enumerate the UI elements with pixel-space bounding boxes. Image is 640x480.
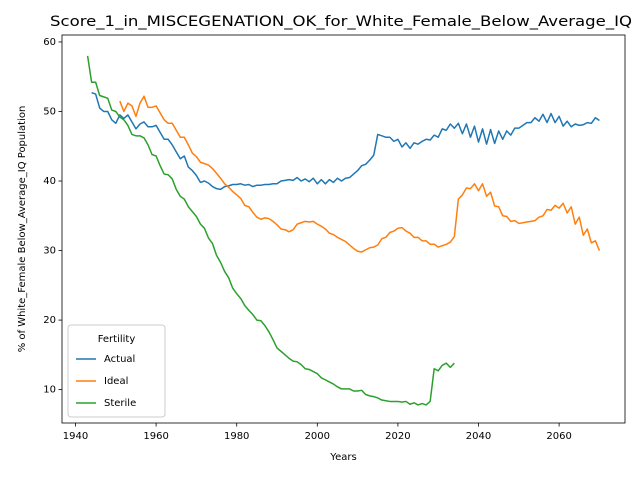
x-axis-label: Years xyxy=(329,452,356,463)
legend-label: Sterile xyxy=(104,398,136,409)
y-tick-label: 10 xyxy=(43,385,56,396)
x-tick-label: 1960 xyxy=(143,431,168,442)
y-axis-label: % of White_Female Below_Average_IQ Popul… xyxy=(17,106,28,353)
data-line xyxy=(91,92,600,191)
x-tick-label: 2000 xyxy=(305,431,330,442)
x-tick-label: 1980 xyxy=(224,431,249,442)
x-tick-label: 2040 xyxy=(466,431,491,442)
x-tick-label: 2060 xyxy=(546,431,571,442)
legend-box xyxy=(67,324,166,418)
x-tick-label: 1940 xyxy=(63,431,88,442)
y-tick-label: 30 xyxy=(43,246,56,257)
legend-label: Actual xyxy=(104,354,135,365)
chart-title: Score_1_in_MISCEGENATION_OK_for_White_Fe… xyxy=(50,14,632,30)
legend-label: Ideal xyxy=(104,376,128,387)
x-tick-label: 2020 xyxy=(385,431,410,442)
y-tick-label: 50 xyxy=(43,106,56,117)
y-tick-label: 40 xyxy=(43,176,56,187)
plot-frame xyxy=(61,34,626,424)
data-line xyxy=(86,55,455,406)
legend-title: Fertility xyxy=(98,334,136,345)
y-tick-label: 20 xyxy=(43,315,56,326)
y-tick-label: 60 xyxy=(43,37,56,48)
data-line xyxy=(119,95,601,253)
